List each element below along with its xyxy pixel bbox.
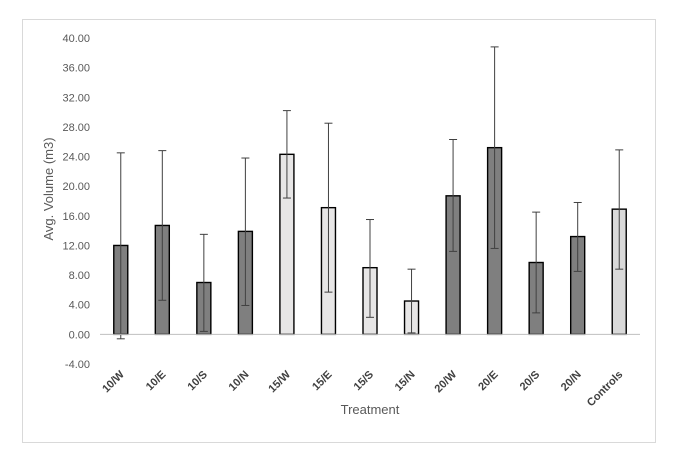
y-tick-label: -4.00 bbox=[65, 359, 90, 371]
x-tick-label: 15/E bbox=[310, 369, 334, 393]
x-tick-label: 15/N bbox=[393, 369, 418, 394]
x-tick-label: 10/W bbox=[100, 368, 127, 395]
chart-frame bbox=[22, 19, 656, 443]
y-tick-label: 40.00 bbox=[62, 33, 90, 45]
x-tick-label: 10/E bbox=[144, 369, 168, 393]
y-tick-label: 16.00 bbox=[62, 211, 90, 223]
y-tick-label: 8.00 bbox=[69, 270, 90, 282]
x-tick-label: 15/W bbox=[266, 368, 293, 395]
error-bars bbox=[116, 46, 624, 340]
x-axis-title: Treatment bbox=[341, 402, 400, 417]
y-tick-label: 12.00 bbox=[62, 240, 90, 252]
y-tick-label: 20.00 bbox=[62, 181, 90, 193]
y-axis-ticks: -4.00 0.00 4.00 8.00 12.00 16.00 20.00 24.00 28.… bbox=[62, 33, 90, 371]
x-tick-label: 20/S bbox=[518, 369, 542, 393]
x-tick-label: 20/W bbox=[433, 368, 460, 395]
y-tick-label: 24.00 bbox=[62, 152, 90, 164]
y-axis-title: Avg. Volume (m3) bbox=[41, 137, 56, 240]
x-tick-label: 20/N bbox=[559, 369, 584, 394]
x-tick-label: 15/S bbox=[352, 369, 376, 393]
x-tick-label: 10/S bbox=[185, 369, 209, 393]
x-tick-label: 20/E bbox=[476, 369, 500, 393]
y-tick-label: 4.00 bbox=[69, 300, 90, 312]
y-tick-label: 32.00 bbox=[62, 92, 90, 104]
x-tick-label: Controls bbox=[585, 369, 625, 409]
y-tick-label: 36.00 bbox=[62, 63, 90, 75]
y-tick-label: 0.00 bbox=[69, 329, 90, 341]
y-tick-label: 28.00 bbox=[62, 122, 90, 134]
x-tick-label: 10/N bbox=[227, 369, 252, 394]
